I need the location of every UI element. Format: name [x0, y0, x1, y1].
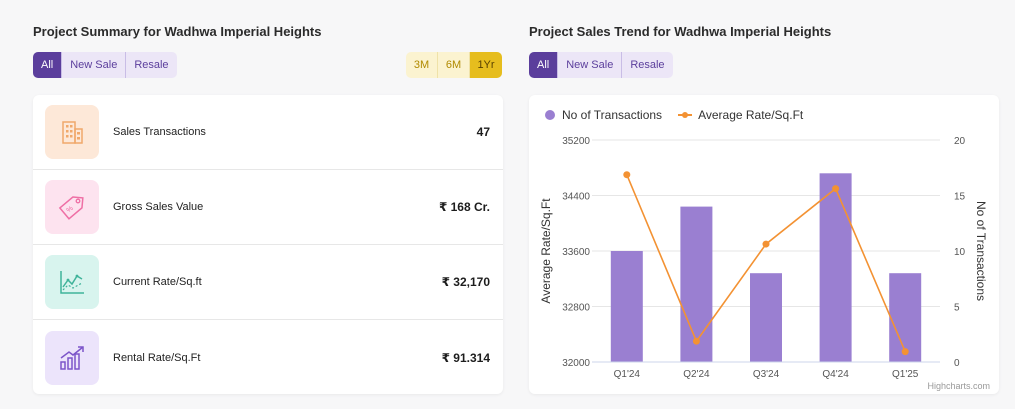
legend-label: No of Transactions — [562, 108, 663, 122]
x-tick-label: Q3'24 — [753, 369, 780, 380]
metric-value: ₹ 32,170 — [441, 275, 490, 289]
trend-chart: 32000 32800 33600 34400 35200 0 5 10 15 20 Average… — [539, 136, 990, 391]
bar-transactions — [819, 173, 852, 362]
point-average-rate — [692, 337, 700, 345]
right-tick-label: 20 — [954, 136, 966, 147]
metric-row-gross-sales-value: % Gross Sales Value ₹ 168 Cr. — [33, 170, 503, 245]
bar-transactions — [750, 273, 782, 362]
summary-title: Project Summary for Wadhwa Imperial Heig… — [33, 24, 322, 39]
metric-value: ₹ 168 Cr. — [438, 200, 490, 214]
trend-title: Project Sales Trend for Wadhwa Imperial … — [529, 24, 832, 39]
trend-chart-card: No of Transactions Average Rate/Sq.Ft 32… — [529, 95, 999, 394]
right-axis-title: No of Transactions — [974, 201, 988, 301]
left-tick-label: 32000 — [562, 358, 590, 369]
x-tick-label: Q4'24 — [822, 369, 849, 380]
point-average-rate — [901, 348, 909, 356]
right-tick-label: 10 — [954, 247, 966, 258]
legend-bar-swatch — [545, 110, 555, 120]
right-tick-label: 5 — [954, 303, 960, 314]
x-tick-label: Q2'24 — [683, 369, 710, 380]
building-icon — [45, 105, 99, 159]
left-axis-title: Average Rate/Sq.Ft — [539, 198, 553, 304]
period-3m[interactable]: 3M — [406, 52, 438, 78]
trend-filter-new-sale[interactable]: New Sale — [558, 52, 623, 78]
chart-credit: Highcharts.com — [927, 381, 990, 391]
point-average-rate — [832, 185, 840, 193]
metric-row-rental-rate: Rental Rate/Sq.Ft ₹ 91.314 — [33, 320, 503, 395]
legend-line-swatch — [678, 112, 693, 118]
period-6m[interactable]: 6M — [438, 52, 470, 78]
metric-label: Rental Rate/Sq.Ft — [113, 351, 201, 364]
price-tag-icon: % — [45, 180, 99, 234]
summary-sale-filter: All New Sale Resale — [33, 52, 177, 78]
bar-transactions — [610, 251, 643, 362]
metric-value: ₹ 91.314 — [441, 350, 490, 365]
trend-sale-filter: All New Sale Resale — [529, 52, 673, 78]
bar-growth-icon — [45, 330, 99, 385]
left-tick-label: 34400 — [562, 192, 590, 203]
metric-value: 47 — [476, 125, 490, 139]
trend-filter-all[interactable]: All — [529, 52, 559, 78]
right-tick-label: 15 — [954, 192, 966, 203]
legend-item-transactions[interactable]: No of Transactions — [545, 108, 662, 122]
summary-card: Sales Transactions 47 % Gross Sales Valu… — [33, 95, 503, 394]
bar-transactions — [680, 206, 713, 362]
summary-filter-resale[interactable]: Resale — [134, 59, 169, 71]
svg-text:%: % — [66, 205, 75, 214]
point-average-rate — [762, 240, 770, 248]
metric-label: Current Rate/Sq.ft — [113, 276, 202, 288]
point-average-rate — [623, 171, 631, 179]
x-tick-label: Q1'25 — [892, 369, 919, 380]
chart-legend: No of Transactions Average Rate/Sq.Ft — [545, 108, 819, 122]
metric-row-sales-transactions: Sales Transactions 47 — [33, 95, 503, 170]
x-tick-label: Q1'24 — [614, 369, 641, 380]
period-1yr[interactable]: 1Yr — [470, 52, 502, 78]
period-selector: 3M 6M 1Yr — [406, 52, 502, 78]
left-tick-label: 35200 — [562, 136, 590, 147]
metric-label: Gross Sales Value — [113, 201, 204, 213]
summary-filter-new-sale[interactable]: New Sale — [62, 52, 127, 78]
line-chart-icon — [45, 255, 99, 309]
left-tick-label: 33600 — [562, 247, 590, 258]
legend-label: Average Rate/Sq.Ft — [698, 108, 804, 122]
legend-item-average-rate[interactable]: Average Rate/Sq.Ft — [678, 108, 803, 122]
right-tick-label: 0 — [954, 358, 960, 369]
summary-filter-all[interactable]: All — [33, 52, 63, 78]
bar-transactions — [889, 273, 922, 362]
metric-row-current-rate: Current Rate/Sq.ft ₹ 32,170 — [33, 245, 503, 320]
left-tick-label: 32800 — [562, 303, 590, 314]
trend-filter-resale[interactable]: Resale — [630, 59, 665, 71]
metric-label: Sales Transactions — [113, 126, 206, 138]
